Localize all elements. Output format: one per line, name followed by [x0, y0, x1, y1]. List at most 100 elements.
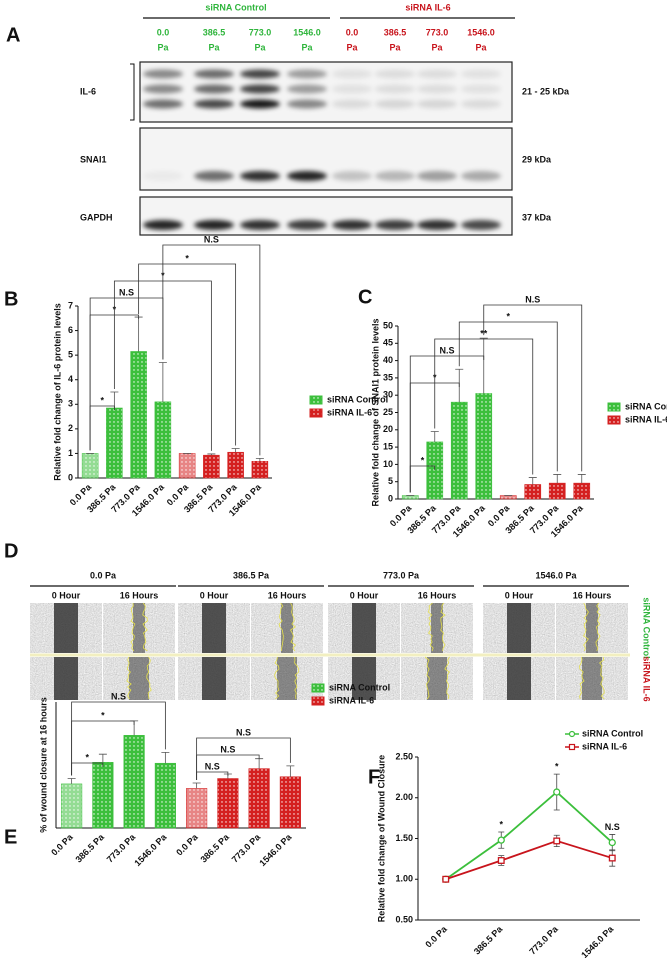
size-label: 37 kDa [522, 212, 552, 222]
band [332, 69, 372, 79]
error-bar [98, 753, 107, 763]
bar [499, 495, 517, 500]
lane-label: Pa [301, 42, 313, 52]
wound-edge [146, 656, 152, 700]
line [445, 790, 613, 880]
bands [143, 69, 501, 230]
error-bar [192, 782, 201, 789]
significance-bracket [162, 244, 261, 456]
blot-box [139, 127, 513, 191]
y-tick-label: 6 [68, 325, 73, 335]
point [497, 857, 505, 864]
legend-swatch [311, 696, 325, 706]
wound-edge [599, 656, 605, 700]
bar [279, 776, 301, 829]
bar [92, 762, 114, 829]
band [287, 69, 327, 79]
band [194, 69, 234, 79]
point [497, 836, 505, 844]
band [461, 84, 501, 94]
lane-label: Pa [254, 42, 266, 52]
error-bar [67, 778, 76, 784]
significance-label: * [85, 752, 89, 762]
wound-edge [289, 602, 297, 652]
significance-label: * [101, 710, 105, 720]
band [287, 220, 327, 230]
y-tick-label: 0.50 [395, 914, 413, 924]
wound-gap [277, 657, 297, 700]
line [445, 839, 613, 881]
panel-letter: B [4, 288, 18, 310]
wound-gap [352, 657, 376, 700]
y-tick-label: 20 [383, 424, 393, 434]
y-axis-title: Relative fold change of IL-6 protein lev… [52, 303, 62, 481]
significance-label: N.S [439, 345, 454, 355]
legend-label: siRNA Control [329, 682, 390, 692]
significance-label: * [421, 455, 425, 465]
y-tick-label: 10 [383, 459, 393, 469]
bar [248, 768, 270, 829]
bar [61, 783, 83, 829]
protein-label: SNAI1 [80, 154, 107, 164]
band-bracket [130, 63, 135, 121]
error-bar [553, 474, 562, 484]
row-label: siRNA Control [642, 597, 652, 658]
significance-label: * [185, 253, 189, 263]
protein-label: GAPDH [80, 212, 113, 222]
bar [123, 735, 145, 829]
significance-bracket [434, 338, 534, 475]
band [240, 99, 280, 109]
bar [178, 453, 196, 479]
wound-gap [133, 603, 145, 653]
significance-label: N.S [605, 822, 620, 832]
band [332, 99, 372, 109]
legend-label: siRNA IL-6 [582, 741, 627, 751]
bar [475, 393, 493, 500]
wound-edge [294, 656, 300, 700]
band [461, 220, 501, 230]
band [240, 69, 280, 79]
error-bar [577, 474, 586, 484]
error-bar [158, 362, 167, 402]
y-tick-label: 2 [68, 423, 73, 433]
lane-label: 1546.0 [293, 27, 321, 37]
x-tick-label: 1546.0 Pa [132, 831, 169, 868]
significance-bracket [71, 701, 166, 776]
wound-gap [431, 603, 443, 653]
significance-label: N.S [119, 287, 134, 297]
significance-label: * [555, 761, 559, 771]
time-label: 0 Hour [52, 590, 81, 600]
wound-edge [274, 656, 280, 700]
band [461, 99, 501, 109]
y-tick-label: 1 [68, 448, 73, 458]
wound-gap [129, 657, 149, 700]
legend-swatch [607, 415, 621, 425]
error-bar [286, 765, 295, 777]
point [553, 788, 561, 796]
error-bar [479, 337, 488, 394]
lane-label: 0.0 [346, 27, 359, 37]
bar [203, 454, 220, 479]
point [442, 875, 450, 883]
legend-swatch [309, 395, 323, 405]
significance-label: N.S [205, 761, 220, 771]
bar [573, 482, 591, 500]
significance-bracket [409, 355, 485, 493]
band [417, 69, 457, 79]
lane-label: 1546.0 [467, 27, 495, 37]
row-label: siRNA IL-6 [642, 656, 652, 701]
wound-gap [202, 657, 226, 700]
panel-letter: A [6, 24, 20, 46]
wound-edge [579, 656, 585, 700]
wound-gap [586, 603, 598, 653]
size-label: 29 kDa [522, 154, 552, 164]
y-tick-label: 25 [383, 407, 393, 417]
wound-gap [582, 657, 602, 700]
lane-label: Pa [475, 42, 487, 52]
legend-swatch [607, 402, 621, 412]
bar [548, 482, 566, 500]
significance-label: * [499, 819, 503, 829]
size-label: 21 - 25 kDa [522, 86, 570, 96]
band [194, 171, 234, 181]
bar [217, 778, 239, 829]
